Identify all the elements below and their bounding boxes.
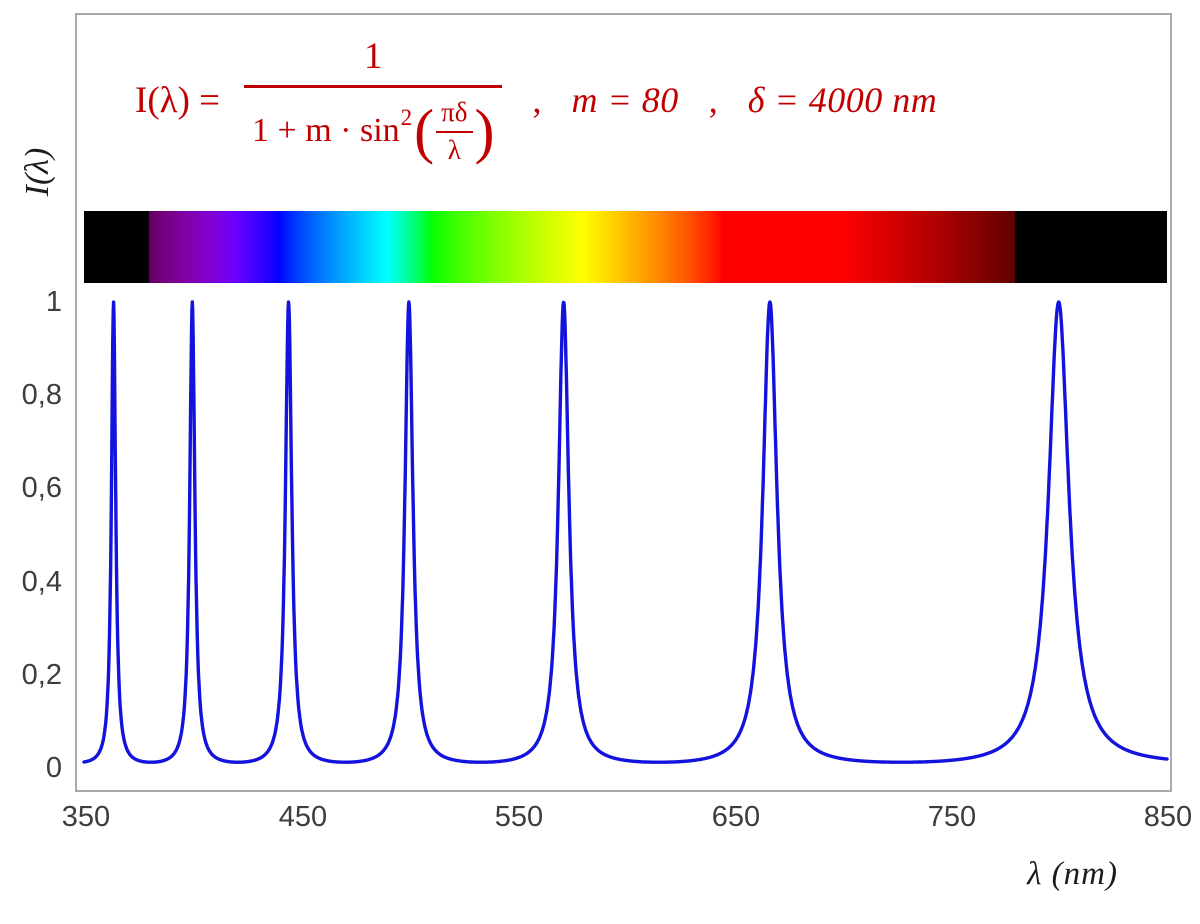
x-tick-450: 450 (278, 801, 328, 833)
x-tick-750: 750 (927, 801, 977, 833)
close-paren: ) (474, 97, 495, 165)
formula-comma-2: , (708, 80, 718, 120)
open-paren: ( (414, 97, 435, 165)
formula-comma-1: , (532, 80, 542, 120)
denominator-prefix: 1 + m · sin (252, 112, 400, 149)
fraction-denominator: 1 + m · sin 2 ( πδ λ ) (244, 88, 502, 166)
x-axis-title: λ (nm) (1027, 856, 1118, 892)
formula: I(λ) = 1 1 + m · sin 2 ( πδ λ ) , m = 80 … (135, 25, 937, 175)
x-tick-550: 550 (494, 801, 544, 833)
y-tick-0: 0 (45, 752, 62, 784)
inner-fraction: πδ λ (436, 97, 473, 166)
y-tick-0-4: 0,4 (21, 566, 62, 598)
y-tick-0-2: 0,2 (21, 659, 62, 691)
y-axis-title: I(λ) (19, 147, 56, 197)
spectrum-bar (84, 211, 1167, 283)
x-tick-350: 350 (61, 801, 111, 833)
sin-exponent: 2 (400, 105, 413, 130)
x-tick-650: 650 (711, 801, 761, 833)
formula-lhs: I(λ) = (135, 79, 221, 121)
intensity-line (82, 300, 1169, 764)
y-tick-0-8: 0,8 (21, 379, 62, 411)
inner-denominator: λ (447, 134, 461, 165)
inner-numerator: πδ (436, 97, 473, 133)
x-tick-850: 850 (1143, 801, 1193, 833)
intensity-curve (82, 300, 1169, 764)
param-m: m = 80 (571, 80, 679, 120)
fraction-bar (244, 84, 503, 88)
formula-fraction: 1 1 + m · sin 2 ( πδ λ ) (244, 35, 503, 166)
fraction-numerator: 1 (364, 35, 383, 77)
plot-area: I(λ) = 1 1 + m · sin 2 ( πδ λ ) , m = 80 … (75, 13, 1172, 792)
y-tick-0-6: 0,6 (21, 472, 62, 504)
y-tick-1: 1 (45, 286, 62, 318)
param-delta: δ = 4000 nm (747, 80, 938, 120)
